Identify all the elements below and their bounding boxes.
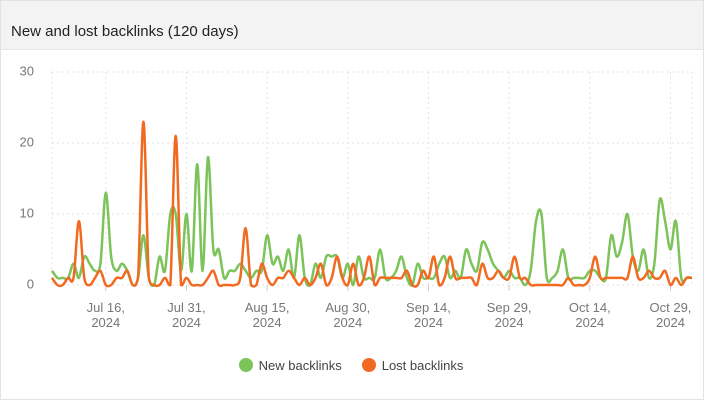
- x-tick-label: Aug 30, 2024: [325, 300, 371, 330]
- card-header: New and lost backlinks (120 days): [1, 1, 703, 50]
- x-tick-label: Oct 29, 2024: [649, 300, 692, 330]
- legend-swatch: [361, 358, 376, 372]
- legend-item: Lost backlinks: [361, 358, 464, 373]
- y-tick-label: 30: [20, 63, 34, 78]
- x-tick-label: Sep 29, 2024: [486, 300, 532, 330]
- series-line: [50, 120, 693, 288]
- legend-swatch: [238, 358, 253, 372]
- x-tick-label: Jul 31, 2024: [167, 300, 206, 330]
- y-tick-label: 10: [20, 205, 34, 220]
- legend: New backlinks Lost backlinks: [0, 358, 702, 373]
- x-tick-label: Sep 14, 2024: [406, 300, 451, 330]
- legend-label: New backlinks: [258, 358, 342, 373]
- x-tick-label: Oct 14, 2024: [568, 300, 611, 330]
- legend-item: New backlinks: [238, 358, 342, 373]
- x-tick-label: Aug 15, 2024: [244, 300, 290, 330]
- legend-label: Lost backlinks: [381, 358, 464, 373]
- series-line: [50, 155, 692, 288]
- y-tick-label: 20: [20, 134, 34, 149]
- y-tick-label: 0: [27, 276, 34, 291]
- card-title: New and lost backlinks (120 days): [11, 23, 239, 40]
- x-tick-label: Jul 16, 2024: [86, 300, 125, 330]
